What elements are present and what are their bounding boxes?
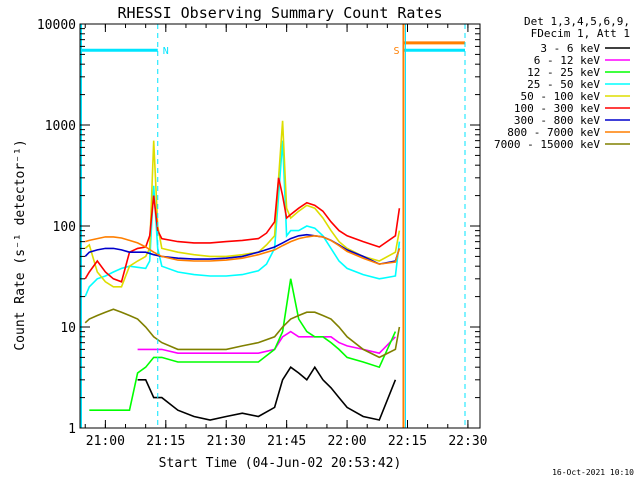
series-line-3-6-kev (137, 365, 397, 421)
x-tick-label: 21:15 (146, 434, 185, 449)
axes-layer: 21:00 21:15 21:30 21:45 22:00 22:15 22:30 1 10 10… (37, 18, 488, 449)
chart-title: RHESSI Observing Summary Count Rates (117, 4, 442, 22)
series-line-50-100-kev (84, 120, 401, 288)
y-tick-label: 1000 (45, 119, 76, 134)
y-tick-label: 1 (68, 422, 76, 437)
series-line-7000-15000-kev (84, 308, 401, 359)
series-line-300-800-kev (84, 233, 401, 265)
legend-label-100-300-kev: 100 - 300 keV (514, 102, 600, 115)
x-tick-label: 22:00 (327, 434, 366, 449)
y-tick-label: 10000 (37, 18, 76, 33)
legend-label-800-7000-kev: 800 - 7000 keV (507, 126, 600, 139)
x-tick-label: 21:30 (207, 434, 246, 449)
annotation-label-n: N (163, 46, 169, 57)
legend-label-300-800-kev: 300 - 800 keV (514, 114, 600, 127)
x-tick-label: 21:00 (86, 434, 125, 449)
footer-timestamp: 16-Oct-2021 10:10 (552, 468, 634, 477)
series-line-6-12-kev (137, 330, 396, 355)
legend-label-6-12-kev: 6 - 12 keV (534, 54, 601, 67)
legend-label-7000-15000-kev: 7000 - 15000 keV (494, 138, 600, 151)
series-layer (84, 120, 401, 421)
annotation-label-s: S (393, 46, 399, 57)
legend-label-50-100-kev: 50 - 100 keV (521, 90, 601, 103)
plot-frame (79, 23, 481, 429)
series-line-12-25-kev (89, 278, 397, 412)
legend-label-3-6-kev: 3 - 6 keV (540, 42, 600, 55)
y-tick-label: 10 (60, 321, 76, 336)
y-axis-label: Count Rate (s⁻¹ detector⁻¹) (13, 139, 28, 350)
series-line-100-300-kev (84, 177, 401, 283)
legend-label-12-25-kev: 12 - 25 keV (527, 66, 600, 79)
y-tick-label: 100 (53, 220, 76, 235)
legend-header-line-2: FDecim 1, Att 1 (531, 27, 630, 40)
legend-header-line-1: Det 1,3,4,5,6,9, (524, 15, 630, 28)
legend-label-25-50-kev: 25 - 50 keV (527, 78, 600, 91)
x-tick-label: 21:45 (267, 434, 306, 449)
x-tick-label: 22:15 (388, 434, 427, 449)
series-line-25-50-kev (84, 140, 401, 297)
series-line-800-7000-kev (84, 234, 401, 265)
x-tick-label: 22:30 (448, 434, 487, 449)
x-axis-label: Start Time (04-Jun-02 20:53:42) (159, 456, 402, 471)
